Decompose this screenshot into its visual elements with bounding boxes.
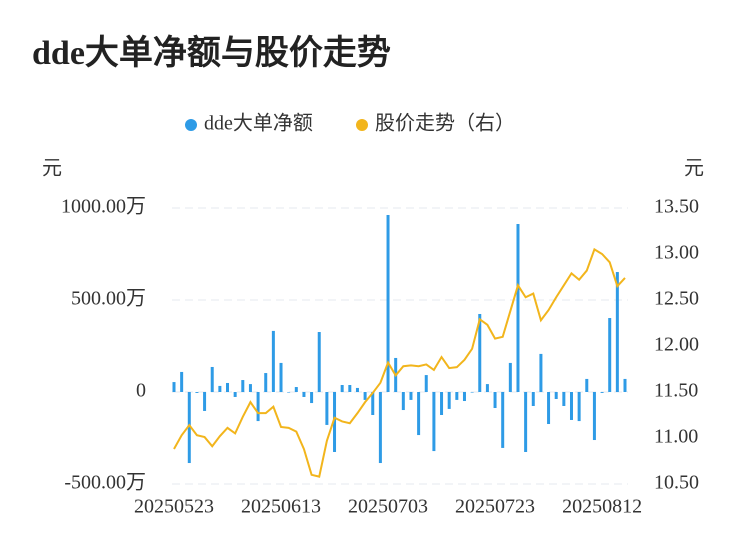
bar (294, 387, 298, 392)
bar (355, 387, 359, 392)
bar (363, 392, 367, 400)
bar (378, 392, 382, 464)
bar (554, 392, 558, 399)
bar (264, 373, 268, 392)
legend-label: dde大单净额 (204, 112, 313, 135)
bar (226, 382, 230, 392)
legend-marker (356, 119, 368, 131)
chart-title: dde大单净额与股价走势 (32, 34, 391, 72)
bar (569, 392, 573, 420)
y-tick-label: 1000.00万 (61, 196, 146, 218)
bar (524, 392, 528, 452)
bar (180, 371, 184, 392)
bar (241, 380, 245, 392)
y-tick-label: 500.00万 (71, 288, 146, 310)
bar (508, 362, 512, 392)
y2-axis-label: 元 (684, 158, 704, 180)
bar (432, 392, 436, 452)
x-tick-label: 20250723 (455, 496, 535, 518)
bar (447, 392, 451, 409)
y2-tick-label: 11.00 (654, 426, 698, 448)
bar (592, 392, 596, 441)
bar (271, 330, 275, 392)
bar (585, 378, 589, 392)
bar (325, 392, 329, 425)
bar (493, 392, 497, 409)
bar (485, 384, 489, 392)
bar (577, 392, 581, 422)
bar (218, 385, 222, 392)
price-line (173, 247, 626, 478)
bar (470, 392, 474, 393)
bar (462, 392, 466, 402)
y2-tick-label: 10.50 (654, 472, 699, 494)
bar (615, 272, 619, 392)
bar (386, 214, 390, 392)
bar (409, 392, 413, 400)
bar (501, 392, 505, 448)
bar (424, 375, 428, 392)
bar (195, 392, 199, 393)
bar (562, 392, 566, 406)
x-tick-label: 20250613 (241, 496, 321, 518)
bar (600, 392, 604, 393)
y2-tick-label: 11.50 (654, 380, 698, 402)
bar (210, 366, 214, 392)
legend-label: 股价走势（右） (375, 112, 515, 135)
bar (401, 392, 405, 411)
bar (623, 378, 627, 392)
x-tick-label: 20250812 (562, 496, 642, 518)
y-axis-label: 元 (42, 158, 62, 180)
bar (539, 353, 543, 392)
bar (203, 392, 207, 411)
y2-tick-label: 12.00 (654, 334, 699, 356)
bar (233, 392, 237, 397)
bar (478, 313, 482, 392)
bar (608, 318, 612, 392)
bar (172, 382, 176, 392)
bar (248, 384, 252, 392)
bar (348, 385, 352, 392)
bar (440, 392, 444, 415)
y-tick-label: -500.00万 (64, 472, 146, 494)
y-tick-label: 0 (136, 380, 146, 402)
bar (455, 392, 459, 400)
x-tick-label: 20250703 (348, 496, 428, 518)
y2-tick-label: 13.00 (654, 242, 699, 264)
bar (187, 392, 191, 464)
bar (333, 392, 337, 452)
y2-tick-label: 12.50 (654, 288, 699, 310)
bar (371, 392, 375, 415)
x-tick-label: 20250523 (134, 496, 214, 518)
bar (287, 392, 291, 393)
bar (279, 362, 283, 392)
bar (317, 332, 321, 392)
bar (256, 392, 260, 422)
bar (340, 385, 344, 392)
bar (547, 392, 551, 425)
bar (516, 224, 520, 392)
legend-marker (185, 119, 197, 131)
bar (417, 392, 421, 436)
bar (531, 392, 535, 406)
bar (302, 392, 306, 397)
bar (310, 392, 314, 404)
y2-tick-label: 13.50 (654, 196, 699, 218)
